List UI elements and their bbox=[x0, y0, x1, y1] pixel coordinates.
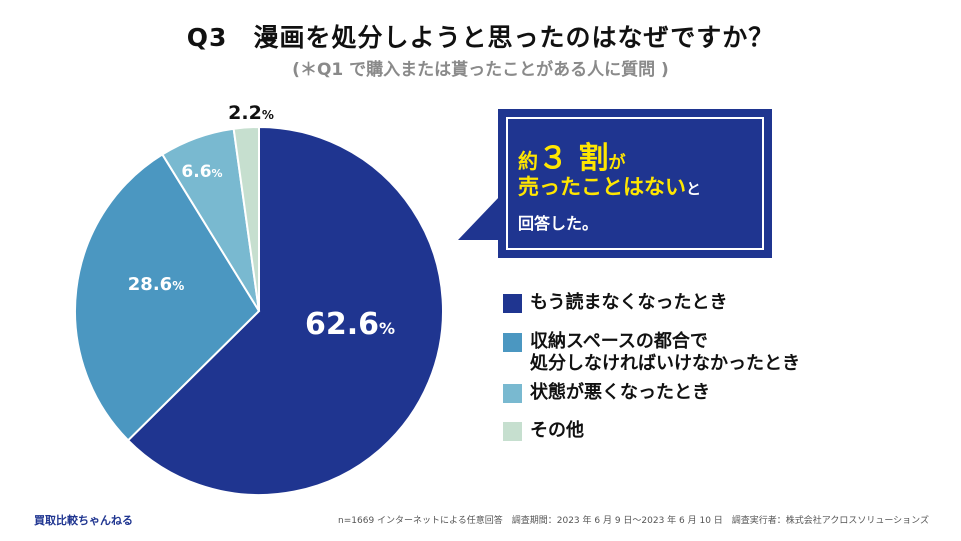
summary-callout: 約３ 割が 売ったことはないと 回答した。 bbox=[498, 109, 772, 258]
brand-logo-text: 買取比較ちゃんねる bbox=[34, 514, 133, 527]
pie-value-label-1: 62.6% bbox=[305, 307, 395, 342]
legend-label-line: 収納スペースの都合で bbox=[530, 331, 708, 352]
callout-text-1a: 約 bbox=[518, 149, 538, 173]
callout-text-2b: と bbox=[686, 180, 702, 198]
pie-value-label-2: 28.6% bbox=[128, 274, 184, 295]
legend-label: 収納スペースの都合で 処分しなければいけなかったとき bbox=[530, 331, 800, 375]
legend-swatch bbox=[503, 294, 522, 313]
legend-label: もう読まなくなったとき bbox=[530, 292, 727, 314]
callout-pointer bbox=[458, 196, 500, 240]
legend-label-line: もう読まなくなったとき bbox=[530, 292, 728, 313]
pie-slice-1 bbox=[126, 125, 444, 496]
callout-text-2a: 売ったことはない bbox=[518, 175, 686, 199]
survey-note: n=1669 インターネットによる任意回答 調査期間：2023 年 6 月 9 … bbox=[338, 516, 929, 526]
legend-label-line: 処分しなければいけなかったとき bbox=[530, 353, 800, 374]
callout-text-1c: が bbox=[608, 153, 626, 173]
legend-swatch bbox=[503, 384, 522, 403]
chart-title: Q3 漫画を処分しようと思ったのはなぜですか？ bbox=[186, 23, 775, 52]
legend-label: その他 bbox=[530, 420, 584, 442]
chart-subtitle: (＊Q1 で購入または貰ったことがある人に質問 ) bbox=[292, 60, 669, 80]
pie-slice-4 bbox=[232, 125, 260, 312]
pie-value-label-4: 2.2% bbox=[228, 102, 274, 124]
legend-swatch bbox=[503, 422, 522, 441]
callout-border bbox=[506, 117, 764, 250]
legend-swatch bbox=[503, 333, 522, 352]
legend-label: 状態が悪くなったとき bbox=[530, 382, 710, 404]
callout-line-1: 約３ 割が bbox=[518, 133, 625, 177]
pie-slice-2 bbox=[74, 153, 261, 442]
pie-value-label-3: 6.6% bbox=[181, 162, 222, 182]
legend-label-line: 状態が悪くなったとき bbox=[530, 382, 710, 403]
legend-label-line: その他 bbox=[530, 420, 584, 441]
callout-text-1b: ３ 割 bbox=[538, 141, 609, 176]
callout-text-3: 回答した。 bbox=[518, 214, 599, 233]
callout-line-2: 売ったことはないと bbox=[518, 171, 701, 201]
